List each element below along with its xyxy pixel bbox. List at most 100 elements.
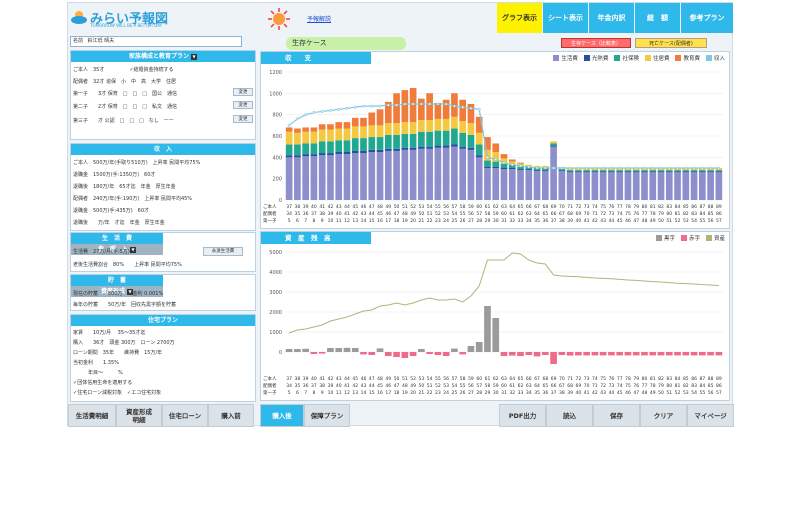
x-tick-label: 50 bbox=[418, 211, 424, 217]
my-page-button[interactable]: マイページ bbox=[687, 404, 734, 427]
living-dropdown-icon[interactable]: ▼ bbox=[130, 246, 137, 253]
surplus-bar bbox=[484, 306, 491, 352]
x-tick-label: 52 bbox=[675, 218, 681, 224]
deficit-bar bbox=[368, 352, 376, 355]
y-tick-label: 3000 bbox=[269, 290, 282, 296]
bar-segment bbox=[393, 134, 400, 149]
x-tick-label: 31 bbox=[501, 218, 507, 224]
x-tick-label: 17 bbox=[385, 218, 391, 224]
bar-segment bbox=[451, 146, 458, 200]
survival-case-button[interactable]: 生存ケース（比較表） bbox=[561, 38, 631, 48]
x-tick-label: 71 bbox=[592, 383, 598, 389]
bar-segment bbox=[360, 126, 367, 139]
deficit-bar bbox=[393, 352, 400, 357]
deficit-bar bbox=[500, 352, 508, 356]
before-purchase-button[interactable]: 購入前 bbox=[208, 404, 254, 427]
x-tick-label: 57 bbox=[476, 383, 482, 389]
legend-swatch bbox=[583, 55, 590, 61]
tab-graph[interactable]: グラフ表示 bbox=[496, 3, 542, 33]
housing-row: 年目〜 % bbox=[73, 370, 123, 376]
asset-chart-title: 資 産 残 高 bbox=[261, 232, 371, 244]
x-tick-label: 12 bbox=[344, 390, 350, 396]
case-label: 生存ケース bbox=[286, 37, 406, 50]
tab-total[interactable]: 総 額 bbox=[634, 3, 680, 33]
housing-row[interactable]: ✓団体信用生命を適用する bbox=[73, 380, 133, 386]
legend-swatch bbox=[705, 55, 712, 61]
asset-formation-detail-button[interactable]: 資産形成 明細 bbox=[116, 404, 162, 427]
family-dropdown-icon[interactable]: ▼ bbox=[191, 53, 198, 60]
clear-button[interactable]: クリア bbox=[640, 404, 687, 427]
tab-pension[interactable]: 年金内訳 bbox=[588, 3, 634, 33]
living-cost-detail-button[interactable]: 生活費明細 bbox=[68, 404, 116, 427]
x-tick-label: 75 bbox=[625, 383, 631, 389]
logo-subtitle: TOMORROW WILL BE A BETTER DAY bbox=[90, 23, 163, 28]
bar-segment bbox=[508, 169, 516, 200]
income-point bbox=[295, 117, 299, 121]
deficit-bar bbox=[624, 352, 632, 356]
income-point bbox=[329, 109, 332, 112]
x-tick-label: 71 bbox=[567, 376, 573, 382]
family-row: 配偶者 32才 追保 小 中 高 大学 住居 bbox=[73, 79, 176, 85]
x-tick-label: 23 bbox=[435, 390, 441, 396]
name-label: 名前 bbox=[73, 38, 84, 44]
x-tick-label: 60 bbox=[476, 204, 482, 210]
x-tick-label: 77 bbox=[642, 383, 648, 389]
x-tick-label: 14 bbox=[361, 390, 367, 396]
x-tick-label: 43 bbox=[336, 204, 342, 210]
x-tick-label: 53 bbox=[443, 211, 449, 217]
x-tick-label: 45 bbox=[617, 218, 623, 224]
pdf-export-button[interactable]: PDF出力 bbox=[499, 404, 546, 427]
x-tick-label: 86 bbox=[716, 383, 722, 389]
protection-plan-button[interactable]: 保障プラン bbox=[304, 404, 350, 427]
x-tick-label: 41 bbox=[319, 204, 325, 210]
housing-loan-button[interactable]: 住宅ローン bbox=[162, 404, 208, 427]
save-button[interactable]: 保存 bbox=[593, 404, 640, 427]
after-purchase-button[interactable]: 購入後 bbox=[260, 404, 304, 427]
income-point bbox=[519, 164, 522, 168]
deficit-bar bbox=[426, 352, 433, 354]
bar-segment bbox=[343, 154, 351, 200]
x-tick-label: 40 bbox=[336, 211, 342, 217]
forecast-explanation-link[interactable]: 予報解説 bbox=[307, 16, 332, 23]
surplus-bar bbox=[451, 348, 458, 352]
surplus-bar bbox=[376, 348, 384, 352]
living-subpanel-title[interactable]: 参 照 入 ▼ bbox=[71, 244, 163, 255]
change-button[interactable]: 変更 bbox=[233, 115, 253, 123]
bar-segment bbox=[649, 170, 657, 172]
bar-segment bbox=[442, 130, 450, 146]
change-button[interactable]: 変更 bbox=[233, 101, 253, 109]
x-tick-label: 48 bbox=[377, 204, 383, 210]
x-tick-label: 52 bbox=[675, 390, 681, 396]
x-tick-label: 36 bbox=[303, 211, 309, 217]
savings-subpanel-title[interactable]: 資産形成 ▼ bbox=[71, 286, 163, 297]
x-tick-label: 55 bbox=[699, 218, 705, 224]
income-point bbox=[502, 161, 506, 165]
deficit-bar bbox=[682, 352, 690, 356]
bar-segment bbox=[327, 155, 334, 200]
bar-segment bbox=[285, 144, 293, 156]
forever-living-button[interactable]: 永遠生活費 bbox=[203, 247, 243, 256]
tab-reference-plan[interactable]: 参考プラン bbox=[680, 3, 733, 33]
bar-segment bbox=[682, 170, 690, 172]
bar-segment bbox=[484, 166, 491, 168]
housing-row: ローン期間 35年 維持費 15万/年 bbox=[73, 350, 163, 356]
bar-segment bbox=[310, 154, 318, 157]
bar-segment bbox=[657, 172, 665, 200]
deficit-bar bbox=[665, 352, 673, 356]
y-tick-label: 5000 bbox=[269, 250, 282, 256]
load-button[interactable]: 読込 bbox=[546, 404, 593, 427]
bar-segment bbox=[393, 148, 400, 151]
housing-row[interactable]: ✓住宅ローン減税対象 ✓エコ住宅対象 bbox=[73, 390, 162, 396]
change-button[interactable]: 変更 bbox=[233, 88, 253, 96]
income-point bbox=[601, 166, 605, 170]
death-case-button[interactable]: 死亡ケース(配偶者) bbox=[635, 38, 707, 48]
tab-sheet[interactable]: シート表示 bbox=[542, 3, 588, 33]
name-field[interactable]: 名前 鈴江低 晴夫 bbox=[70, 36, 242, 47]
savings-dropdown-icon[interactable]: ▼ bbox=[127, 288, 134, 295]
bar-segment bbox=[368, 112, 376, 126]
bar-segment bbox=[409, 122, 417, 134]
x-tick-label: 59 bbox=[493, 211, 499, 217]
surplus-bar bbox=[302, 348, 309, 352]
income-row: 退職金 1500万(手:1350万) 60才 bbox=[73, 172, 156, 178]
x-tick-label: 16 bbox=[377, 218, 383, 224]
